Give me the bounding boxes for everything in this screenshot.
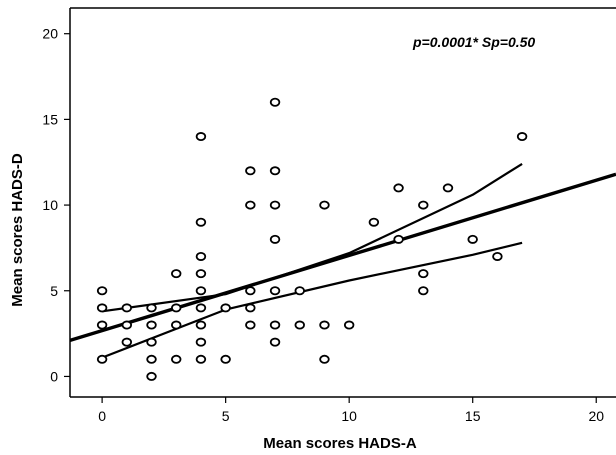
data-point	[195, 132, 207, 142]
data-point	[245, 286, 256, 296]
data-point	[245, 166, 256, 176]
data-point	[96, 303, 108, 313]
data-point	[245, 320, 256, 330]
data-point	[492, 251, 503, 261]
x-tick-label: 0	[98, 408, 106, 424]
data-point	[171, 354, 182, 364]
data-point	[418, 200, 429, 210]
data-point	[294, 286, 305, 296]
x-tick-label: 10	[341, 408, 357, 424]
data-point	[368, 217, 380, 227]
data-point	[343, 320, 355, 330]
data-point	[269, 166, 281, 176]
fit-lines	[69, 162, 616, 359]
data-point	[245, 200, 256, 210]
data-point	[195, 320, 207, 330]
data-point	[195, 354, 207, 364]
data-point	[146, 371, 157, 381]
data-point	[319, 320, 330, 330]
data-point	[195, 217, 207, 227]
x-tick-label: 5	[222, 408, 230, 424]
data-point	[393, 183, 404, 193]
data-point	[269, 286, 281, 296]
confidence-band-upper	[101, 162, 523, 313]
data-point	[220, 303, 231, 313]
data-point	[418, 286, 429, 296]
data-point	[269, 234, 281, 244]
y-tick-label: 0	[50, 368, 58, 384]
data-point	[195, 337, 207, 347]
data-point	[418, 269, 429, 279]
data-point	[171, 269, 182, 279]
data-point	[220, 354, 231, 364]
regression-line	[69, 172, 616, 343]
data-point	[269, 200, 281, 210]
data-point	[245, 303, 256, 313]
data-point	[171, 320, 182, 330]
data-point	[195, 269, 207, 279]
data-point	[121, 320, 133, 330]
data-point	[516, 132, 528, 142]
data-point	[442, 183, 454, 193]
confidence-band-lower	[101, 241, 523, 359]
y-tick-label: 10	[42, 197, 58, 213]
data-point	[294, 320, 305, 330]
data-point	[269, 337, 281, 347]
x-tick-label: 15	[465, 408, 481, 424]
tick-marks	[64, 33, 597, 403]
data-point	[121, 303, 133, 313]
data-point	[319, 354, 330, 364]
data-point	[146, 354, 157, 364]
data-point	[96, 354, 108, 364]
tick-labels: 0 5 10 15 20 0 5 10 15 20	[42, 26, 604, 424]
data-point	[146, 303, 157, 313]
data-point	[96, 320, 108, 330]
data-point	[195, 251, 207, 261]
data-point	[269, 97, 281, 107]
stats-annotation: p=0.0001* Sp=0.50	[412, 34, 535, 50]
x-tick-label: 20	[588, 408, 604, 424]
x-axis-label: Mean scores HADS-A	[263, 435, 417, 452]
data-point	[319, 200, 330, 210]
data-point	[195, 286, 207, 296]
y-tick-label: 5	[50, 283, 58, 299]
data-point	[171, 303, 182, 313]
axes	[69, 7, 616, 398]
data-point	[146, 337, 157, 347]
data-point	[195, 303, 207, 313]
y-axis-label: Mean scores HADS-D	[9, 153, 26, 307]
data-point	[269, 320, 281, 330]
y-tick-label: 20	[42, 26, 58, 42]
data-point	[146, 320, 157, 330]
data-point	[393, 234, 404, 244]
data-point	[121, 337, 133, 347]
data-points	[96, 97, 528, 381]
data-point	[467, 234, 478, 244]
data-point	[96, 286, 108, 296]
y-tick-label: 15	[42, 111, 58, 127]
